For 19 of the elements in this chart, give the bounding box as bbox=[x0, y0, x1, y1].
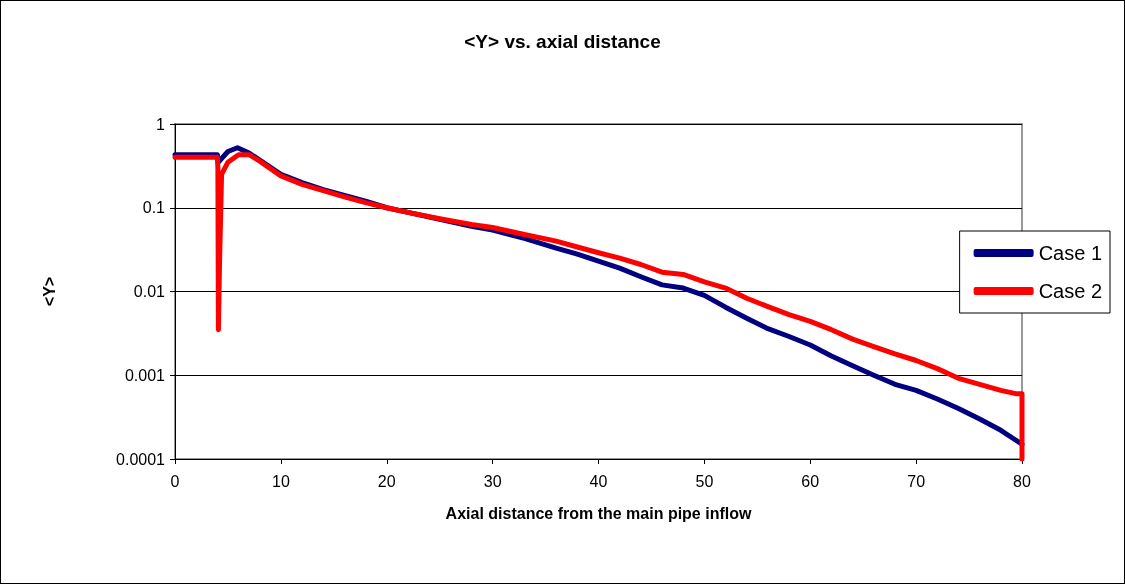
y-tick-label: 0.1 bbox=[142, 199, 166, 217]
legend-label: Case 2 bbox=[1038, 280, 1103, 302]
chart-title: <Y> vs. axial distance bbox=[464, 31, 661, 52]
legend-label: Case 1 bbox=[1038, 242, 1103, 264]
x-tick-label: 20 bbox=[377, 472, 396, 490]
x-tick-label: 10 bbox=[271, 472, 290, 490]
y-tick-label: 0.0001 bbox=[116, 450, 166, 468]
y-tick-label: 0.01 bbox=[133, 283, 166, 300]
y-axis-title: <Y> bbox=[40, 276, 58, 307]
y-tick-label: 0.001 bbox=[124, 366, 166, 384]
y-tick-label: 1 bbox=[156, 115, 166, 133]
x-tick-label: 50 bbox=[695, 472, 714, 490]
x-tick-label: 30 bbox=[483, 472, 502, 490]
x-tick-label: 70 bbox=[907, 472, 926, 490]
x-tick-label: 80 bbox=[1013, 472, 1031, 490]
x-axis-title: Axial distance from the main pipe inflow bbox=[445, 504, 752, 522]
x-tick-label: 0 bbox=[170, 472, 180, 490]
x-tick-label: 60 bbox=[801, 472, 820, 490]
x-tick-label: 40 bbox=[589, 472, 608, 490]
